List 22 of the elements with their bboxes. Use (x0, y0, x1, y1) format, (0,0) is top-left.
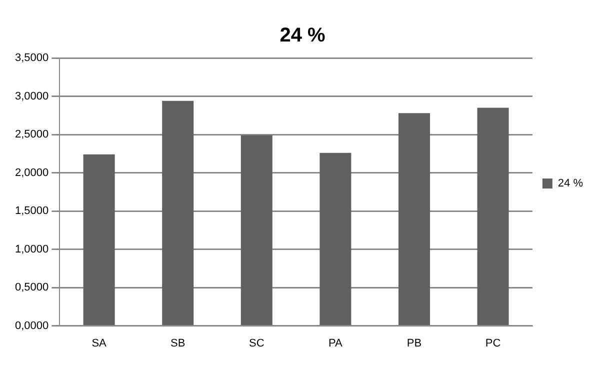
y-tick-label: 3,0000 (14, 90, 49, 102)
x-tick-label: SA (92, 337, 108, 350)
x-tick-label: SC (248, 337, 264, 350)
x-tick-label: SB (170, 337, 186, 350)
y-tick-label: 1,5000 (14, 205, 49, 218)
bar (162, 100, 194, 326)
bar (398, 113, 430, 326)
bar (83, 154, 115, 326)
bar (240, 135, 272, 326)
legend-label: 24 % (558, 178, 584, 190)
x-tick-label: PB (406, 337, 422, 350)
y-tick-label: 0,5000 (14, 282, 49, 294)
x-tick-label: PC (485, 337, 501, 350)
chart-title: 24 % (280, 24, 326, 47)
y-tick-label: 2,0000 (14, 166, 49, 179)
y-tick-label: 3,5000 (14, 52, 49, 64)
y-tick-label: 1,0000 (14, 243, 49, 256)
bar (320, 152, 352, 326)
x-tick-label: PA (328, 337, 344, 350)
y-tick-label: 2,5000 (14, 128, 49, 141)
y-tick-label: 0,0000 (14, 320, 49, 332)
bar (477, 108, 509, 326)
